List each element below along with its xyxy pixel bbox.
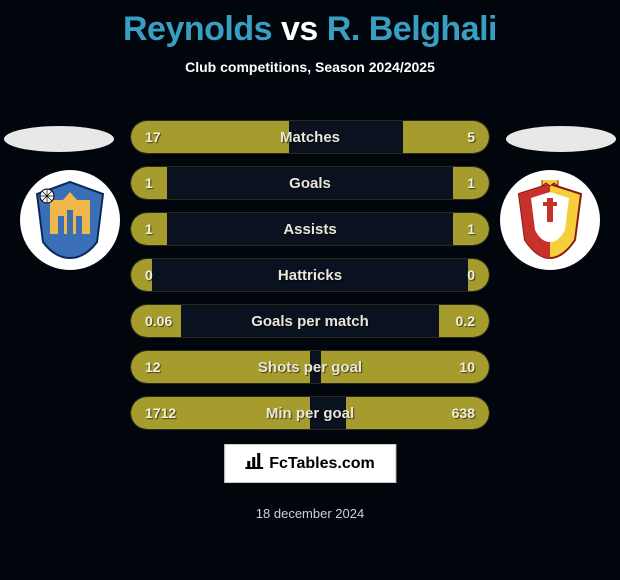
comparison-title: Reynolds vs R. Belghali bbox=[0, 0, 620, 49]
stat-row: Goals per match0.06 0.2 bbox=[130, 304, 490, 338]
stat-row: Min per goal1712 638 bbox=[130, 396, 490, 430]
stat-value-right: 10 bbox=[459, 351, 475, 383]
club-badge-right bbox=[500, 170, 600, 270]
footer-site-text: FcTables.com bbox=[269, 455, 375, 473]
footer-site-badge: FcTables.com bbox=[224, 444, 396, 483]
comparison-subtitle: Club competitions, Season 2024/2025 bbox=[0, 59, 620, 75]
stat-label: Goals bbox=[131, 167, 489, 199]
stat-value-left: 1 bbox=[145, 213, 153, 245]
stat-label: Hattricks bbox=[131, 259, 489, 291]
stat-value-left: 17 bbox=[145, 121, 161, 153]
stat-label: Shots per goal bbox=[131, 351, 489, 383]
stat-value-right: 1 bbox=[467, 213, 475, 245]
stat-label: Min per goal bbox=[131, 397, 489, 429]
stat-label: Goals per match bbox=[131, 305, 489, 337]
club-right-crest-icon bbox=[515, 180, 585, 260]
vs-text: vs bbox=[281, 10, 318, 48]
stat-row: Hattricks0 0 bbox=[130, 258, 490, 292]
stat-value-left: 12 bbox=[145, 351, 161, 383]
chart-icon bbox=[245, 453, 263, 474]
stat-row: Shots per goal12 10 bbox=[130, 350, 490, 384]
stat-value-right: 638 bbox=[452, 397, 475, 429]
stat-value-right: 0.2 bbox=[456, 305, 475, 337]
stat-value-left: 0.06 bbox=[145, 305, 172, 337]
stat-row: Goals1 1 bbox=[130, 166, 490, 200]
shadow-ellipse-right bbox=[506, 126, 616, 152]
stat-label: Matches bbox=[131, 121, 489, 153]
club-left-crest-icon bbox=[35, 180, 105, 260]
stats-container: Matches175Goals11Assists11Hattricks00Goa… bbox=[130, 120, 490, 442]
stat-value-right: 0 bbox=[467, 259, 475, 291]
stat-row: Assists1 1 bbox=[130, 212, 490, 246]
stat-value-left: 0 bbox=[145, 259, 153, 291]
player1-name: Reynolds bbox=[123, 10, 272, 48]
stat-value-right: 1 bbox=[467, 167, 475, 199]
footer-date: 18 december 2024 bbox=[0, 506, 620, 521]
stat-value-left: 1712 bbox=[145, 397, 176, 429]
stat-value-right: 5 bbox=[467, 121, 475, 153]
stat-value-left: 1 bbox=[145, 167, 153, 199]
stat-label: Assists bbox=[131, 213, 489, 245]
shadow-ellipse-left bbox=[4, 126, 114, 152]
player2-name: R. Belghali bbox=[327, 10, 497, 48]
club-badge-left bbox=[20, 170, 120, 270]
stat-row: Matches17 5 bbox=[130, 120, 490, 154]
